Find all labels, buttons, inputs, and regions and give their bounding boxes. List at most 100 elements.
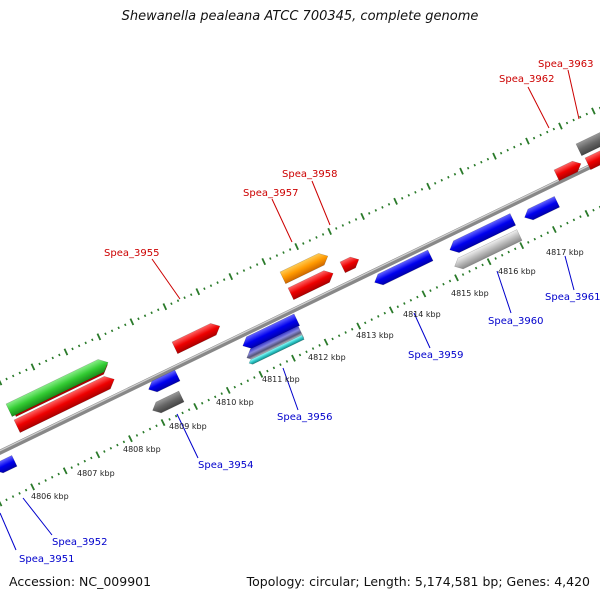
reverse-tick [0, 500, 3, 507]
forward-tick [387, 203, 391, 206]
gene-arrow [454, 229, 523, 270]
forward-tick [572, 118, 575, 122]
leader-line [564, 255, 575, 291]
leader-line [151, 258, 181, 300]
reverse-gene-label: Spea_3954 [198, 460, 253, 471]
reverse-tick [344, 331, 347, 334]
reverse-tick [220, 392, 223, 395]
reverse-tick [50, 475, 54, 479]
reverse-tick [403, 302, 406, 305]
reverse-tick [225, 386, 231, 394]
gene-arrow [248, 334, 305, 365]
forward-tick [117, 326, 120, 330]
reverse-tick [448, 279, 452, 283]
reverse-tick [416, 295, 419, 299]
forward-tick [71, 347, 74, 351]
reverse-tick [514, 247, 517, 251]
forward-tick [579, 115, 582, 119]
forward-tick [341, 224, 345, 227]
forward-tick [447, 175, 450, 179]
forward-tick [486, 157, 490, 161]
reverse-tick [377, 315, 380, 318]
kbp-label: 4806 kbp [31, 492, 69, 501]
reverse-tick [579, 215, 582, 218]
forward-tick [84, 341, 87, 345]
reverse-tick [298, 353, 302, 357]
leader-line [22, 497, 53, 536]
reverse-tick [253, 376, 256, 379]
kbp-label: 4809 kbp [169, 422, 207, 431]
reverse-tick [62, 467, 68, 475]
reverse-tick [461, 273, 465, 276]
forward-gene-label: Spea_3958 [282, 169, 337, 180]
gene-arrow [171, 323, 221, 355]
forward-tick [565, 121, 569, 125]
forward-gene-label: Spea_3955 [104, 248, 159, 259]
reverse-tick [519, 242, 525, 250]
forward-tick [519, 142, 523, 146]
reverse-tick [421, 290, 427, 298]
forward-tick [354, 218, 358, 221]
topology-summary: Topology: circular; Length: 5,174,581 bp… [246, 574, 590, 589]
reverse-tick [233, 385, 236, 389]
reverse-tick [318, 344, 321, 347]
gene-arrow [449, 213, 517, 253]
forward-tick [216, 281, 219, 284]
reverse-tick [540, 234, 543, 238]
reverse-tick [207, 398, 210, 402]
forward-tick [30, 363, 36, 371]
leader-line [176, 413, 199, 459]
kbp-label: 4807 kbp [77, 469, 115, 478]
reverse-tick [383, 311, 386, 315]
forward-tick [407, 193, 410, 197]
reverse-tick [350, 327, 354, 331]
forward-tick [414, 190, 417, 194]
forward-tick [525, 137, 530, 145]
forward-tick [77, 344, 81, 348]
backbone [0, 159, 600, 455]
reverse-gene-label: Spea_3956 [277, 412, 332, 423]
reverse-tick [551, 225, 557, 234]
reverse-tick [193, 402, 199, 411]
forward-tick [546, 130, 549, 134]
forward-tick [466, 166, 470, 170]
forward-tick [473, 163, 476, 167]
forward-tick [137, 317, 140, 321]
reverse-tick [95, 451, 101, 459]
kbp-label: 4810 kbp [216, 398, 254, 407]
reverse-tick [187, 408, 191, 412]
reverse-tick [142, 430, 145, 434]
reverse-tick [135, 434, 139, 437]
leader-line [271, 198, 293, 243]
accession-label: Accession: NC_009901 [9, 574, 152, 589]
reverse-tick [174, 414, 178, 418]
forward-tick [552, 127, 556, 131]
reverse-tick [468, 270, 471, 273]
reverse-gene-label: Spea_3960 [488, 316, 543, 327]
reverse-gene-label: Spea_3959 [408, 350, 463, 361]
reverse-tick [311, 347, 315, 350]
leader-line [413, 312, 431, 349]
reverse-tick [305, 350, 308, 354]
reverse-tick [44, 479, 47, 482]
kbp-label: 4814 kbp [403, 310, 441, 319]
reverse-tick [57, 472, 60, 476]
forward-tick [63, 348, 69, 356]
reverse-tick [109, 446, 113, 450]
forward-tick [459, 167, 464, 175]
forward-tick [433, 181, 437, 185]
reverse-tick [559, 224, 563, 228]
leader-line [282, 367, 299, 411]
forward-tick [176, 299, 180, 303]
forward-tick [0, 379, 3, 386]
forward-tick [348, 221, 351, 224]
forward-tick [513, 145, 516, 149]
reverse-tick [200, 401, 204, 405]
forward-tick [18, 371, 21, 375]
reverse-tick [77, 463, 80, 466]
kbp-label: 4812 kbp [308, 353, 346, 362]
kbp-label: 4808 kbp [123, 445, 161, 454]
forward-tick [368, 212, 371, 215]
gene-leader-lines [0, 69, 580, 551]
gene-arrow [584, 143, 600, 171]
